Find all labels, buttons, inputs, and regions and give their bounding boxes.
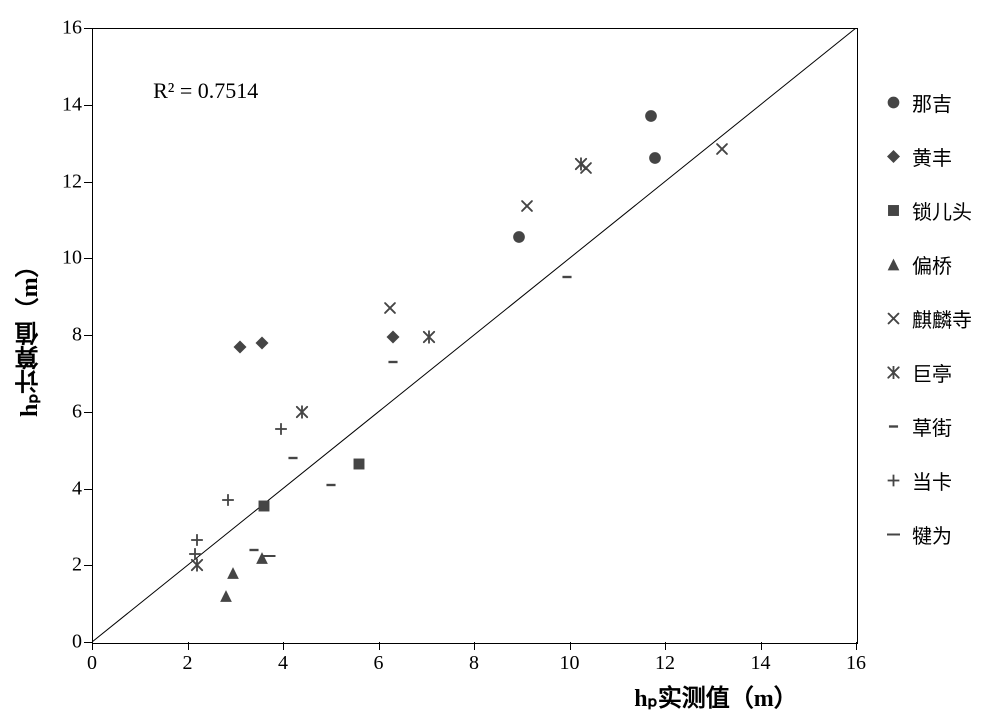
legend-item: 当卡 [880,466,952,495]
x-tick-label: 16 [846,652,866,675]
legend-label: 当卡 [912,466,952,495]
legend-label: 犍为 [912,520,952,549]
legend-item: 草街 [880,412,952,441]
legend-label: 巨亭 [912,358,952,387]
y-tick-label: 0 [50,631,82,654]
y-tick-label: 12 [50,170,82,193]
legend-marker-icon [880,90,906,116]
legend-label: 偏桥 [912,250,952,279]
y-tick-label: 10 [50,247,82,270]
r-squared-annotation: R² = 0.7514 [153,78,258,104]
y-tick-label: 16 [50,17,82,40]
legend-marker-icon [880,306,906,332]
legend-label: 那吉 [912,88,952,117]
legend-marker-icon [880,144,906,170]
x-tick-label: 10 [560,652,580,675]
y-tick-label: 2 [50,554,82,577]
legend-item: 麒麟寺 [880,304,972,333]
legend-item: 犍为 [880,520,952,549]
scatter-chart: R² = 0.7514 hₚ计算值（m） hₚ实测值（m） 0 2 4 6 8 10 12 1… [0,0,1000,728]
legend-marker-icon [880,198,906,224]
legend-label: 麒麟寺 [912,304,972,333]
y-tick-label: 6 [50,400,82,423]
legend-label: 锁儿头 [912,196,972,225]
legend-label: 黄丰 [912,142,952,171]
y-tick-label: 4 [50,477,82,500]
legend-marker-icon [880,522,906,548]
legend-label: 草街 [912,412,952,441]
y-axis-label: hₚ计算值（m） [12,225,47,445]
legend-item: 锁儿头 [880,196,972,225]
x-tick-label: 14 [751,652,771,675]
legend-item: 那吉 [880,88,952,117]
x-tick-label: 4 [278,652,288,675]
legend-marker-icon [880,360,906,386]
x-tick-label: 12 [655,652,675,675]
x-axis-label: hₚ实测值（m） [576,678,856,713]
legend-item: 偏桥 [880,250,952,279]
y-tick-label: 8 [50,324,82,347]
legend-marker-icon [880,468,906,494]
plot-area [92,28,858,644]
y-tick-label: 14 [50,93,82,116]
x-tick-label: 0 [87,652,97,675]
x-tick-label: 8 [469,652,479,675]
legend-item: 黄丰 [880,142,952,171]
x-tick-label: 6 [374,652,384,675]
legend-item: 巨亭 [880,358,952,387]
x-tick-label: 2 [183,652,193,675]
legend-marker-icon [880,252,906,278]
legend-marker-icon [880,414,906,440]
